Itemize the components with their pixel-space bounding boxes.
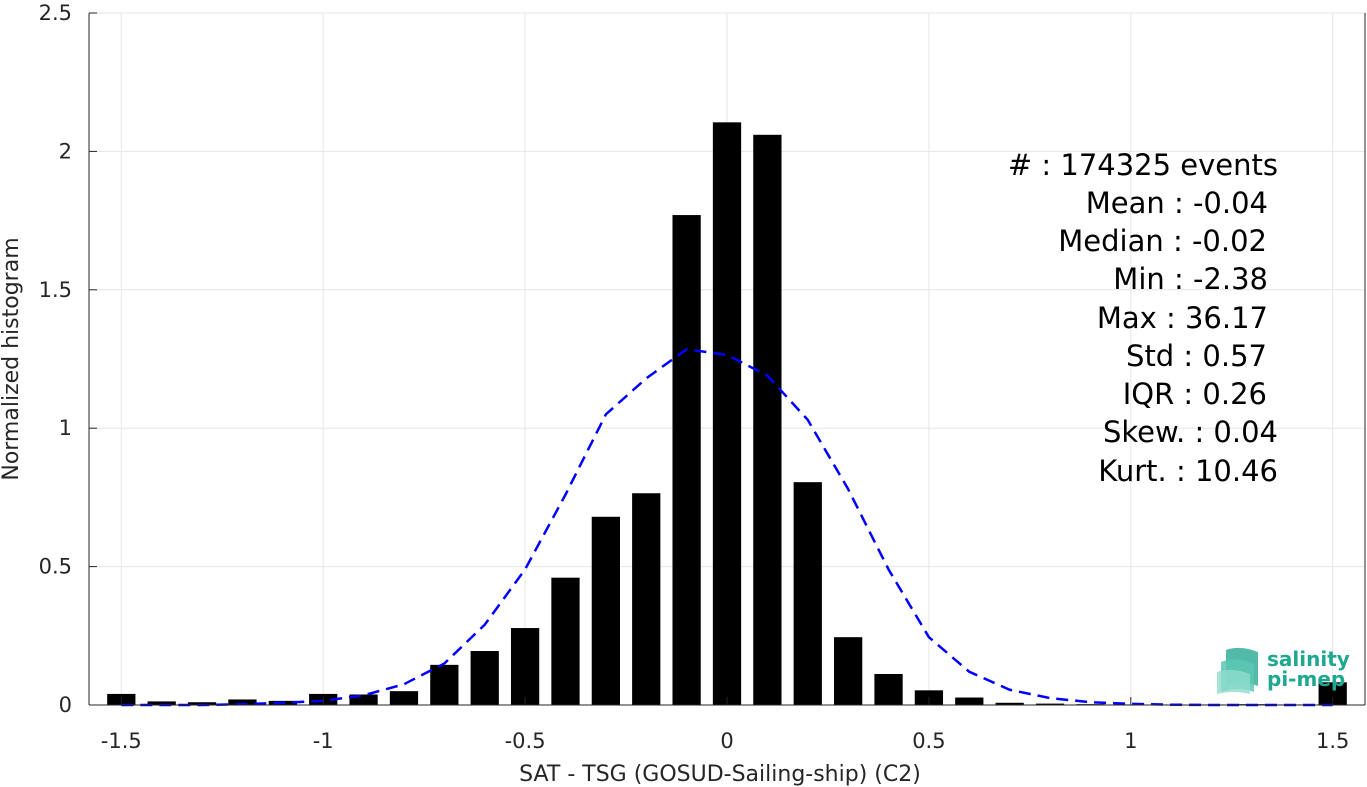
x-tick-label: -1.5 [101,729,142,753]
histogram-bar [753,134,782,706]
histogram-bar [187,702,217,705]
y-tick-label: 0 [59,693,72,717]
x-ticks: -1.5 -1 -0.5 0 0.5 1 1.5 [101,697,1349,753]
stats-annotation: # : 174325 events Mean : -0.04 Median : … [1008,148,1278,488]
x-tick-label: 1.5 [1316,729,1349,753]
histogram-bar [510,628,540,705]
y-tick-label: 1 [59,416,72,440]
stat-min: Min : -2.38 [1113,262,1268,296]
histogram-bar [551,577,580,705]
histogram-bar [712,122,742,705]
histogram-bar [591,516,620,705]
y-tick-label: 1.5 [39,278,72,302]
stat-mean: Mean : -0.04 [1086,186,1268,220]
histogram-bar [1318,682,1347,705]
stat-median: Median : -0.02 [1058,224,1267,258]
histogram-bar [430,664,459,705]
histogram-bar [1035,703,1065,705]
salinity-pi-mep-logo: salinity pi-mep [1217,647,1350,694]
stat-skew: Skew. : 0.04 [1103,415,1278,449]
histogram-bar [147,701,176,705]
histogram-bar [672,215,701,705]
x-tick-label: -1 [313,729,334,753]
stat-std: Std : 0.57 [1126,339,1267,373]
x-axis-label: SAT - TSG (GOSUD-Sailing-ship) (C2) [519,762,921,787]
histogram-bar [793,482,822,705]
histogram-bar [470,651,499,705]
x-tick-label: 0 [720,729,733,753]
histogram-bar [632,493,661,705]
x-tick-label: -0.5 [505,729,546,753]
y-axis-label: Normalized histogram [0,237,24,480]
histogram-bar [955,697,984,705]
y-tick-label: 0.5 [39,555,72,579]
logo-wave-icon [1217,647,1258,694]
y-ticks: 0 0.5 1 1.5 2 2.5 [39,1,97,717]
stat-iqr: IQR : 0.26 [1123,377,1267,411]
y-tick-label: 2 [59,139,72,163]
bars [107,122,1347,706]
stat-max: Max : 36.17 [1097,301,1268,335]
logo-text-pimep: pi-mep [1267,667,1345,691]
histogram-bar [834,637,863,705]
stat-events: # : 174325 events [1008,148,1278,182]
y-tick-label: 2.5 [39,1,72,25]
histogram-bar [874,673,903,705]
histogram-bar [228,699,257,705]
histogram-bar [389,691,419,705]
x-tick-label: 0.5 [912,729,945,753]
histogram-bar [349,694,378,705]
logo-text-salinity: salinity [1267,647,1350,671]
x-tick-label: 1 [1124,729,1137,753]
stat-kurt: Kurt. : 10.46 [1098,454,1278,488]
histogram-bar [995,702,1024,705]
